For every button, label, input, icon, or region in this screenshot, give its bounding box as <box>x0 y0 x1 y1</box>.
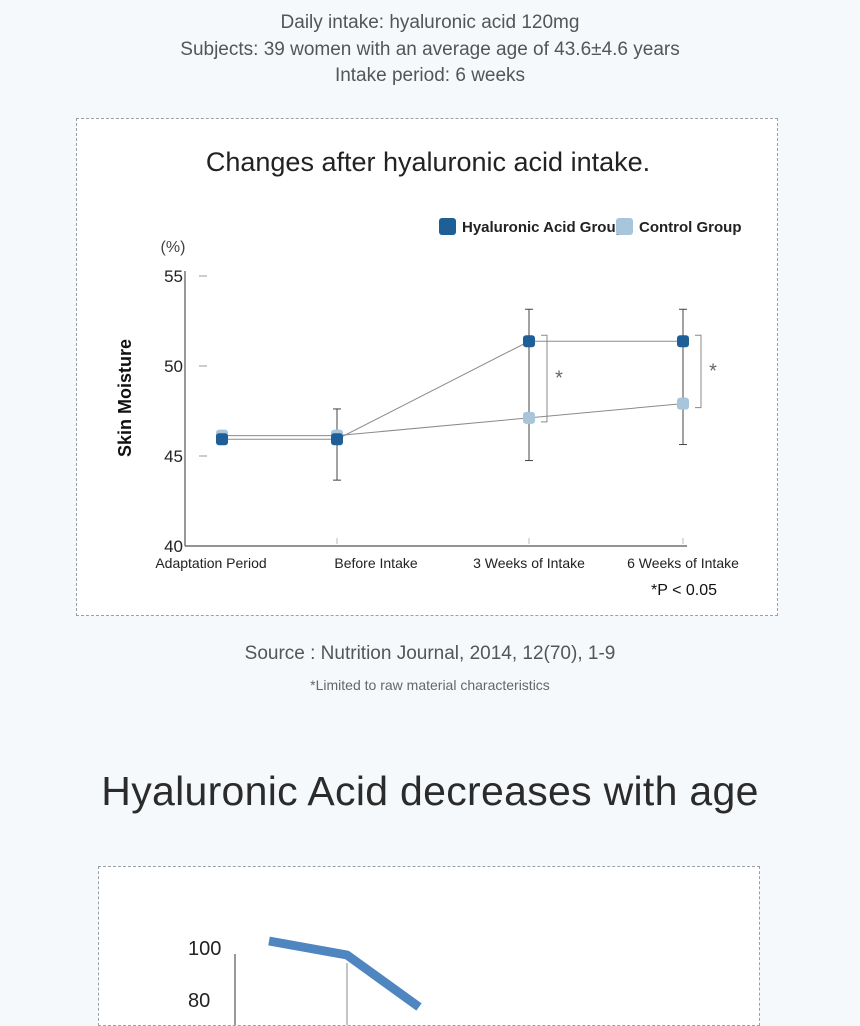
source-citation: Source : Nutrition Journal, 2014, 12(70)… <box>244 643 616 664</box>
legend-swatch <box>439 218 456 235</box>
y-unit-label: (%) <box>161 239 186 256</box>
chart-title: Changes after hyaluronic acid intake. <box>206 147 650 177</box>
series-line <box>222 340 683 440</box>
chart-plot-area: * * <box>216 308 717 481</box>
intro-text: Daily intake: hyaluronic acid 120mg Subj… <box>0 10 860 90</box>
significance-bracket <box>541 334 548 423</box>
series-line <box>268 936 422 1011</box>
intake-period: Intake period: 6 weeks <box>334 65 526 86</box>
moisture-chart-card: Changes after hyaluronic acid intake. (%… <box>76 118 778 616</box>
x-tick-label: Before Intake <box>334 555 417 571</box>
subjects-info: Subjects: 39 women with an average age o… <box>180 38 680 60</box>
x-tick-label: 6 Weeks of Intake <box>627 555 739 571</box>
intake-dose: Daily intake: hyaluronic acid 120mg <box>280 12 580 33</box>
legend-swatch <box>616 218 633 235</box>
x-tick-label: 3 Weeks of Intake <box>473 555 585 571</box>
y-tick-label: 45 <box>164 447 183 466</box>
y-tick-label: 40 <box>164 537 183 556</box>
legend-label: Control Group <box>639 219 741 236</box>
moisture-chart: Changes after hyaluronic acid intake. (%… <box>115 147 741 599</box>
age-chart-card: 100 80 <box>98 866 760 1026</box>
significance-mark: * <box>555 368 563 390</box>
y-tick-label: 50 <box>164 357 183 376</box>
section-heading: Hyaluronic Acid decreases with age <box>101 768 759 814</box>
data-point <box>331 433 343 446</box>
data-point <box>677 335 689 348</box>
p-value-note: *P < 0.05 <box>651 582 717 599</box>
footnote: *Limited to raw material characteristics <box>310 677 550 693</box>
y-axis-title: Skin Moisture <box>115 339 135 457</box>
y-tick-label: 80 <box>188 990 210 1012</box>
y-tick-label: 100 <box>188 938 221 960</box>
data-point <box>216 433 228 446</box>
legend-label: Hyaluronic Acid Group <box>462 219 625 236</box>
chart-axes: 40 45 50 55 Adaptation Period Before Intake 3 … <box>155 267 739 571</box>
age-chart: 100 80 <box>188 936 422 1025</box>
data-point <box>677 397 689 410</box>
significance-mark: * <box>709 360 717 382</box>
x-tick-label: Adaptation Period <box>155 555 266 571</box>
series-line <box>222 403 684 437</box>
significance-bracket <box>695 334 702 409</box>
y-tick-label: 55 <box>164 267 183 286</box>
data-point <box>523 335 535 348</box>
data-point <box>523 411 535 424</box>
chart-legend: Hyaluronic Acid Group Control Group <box>439 218 741 236</box>
